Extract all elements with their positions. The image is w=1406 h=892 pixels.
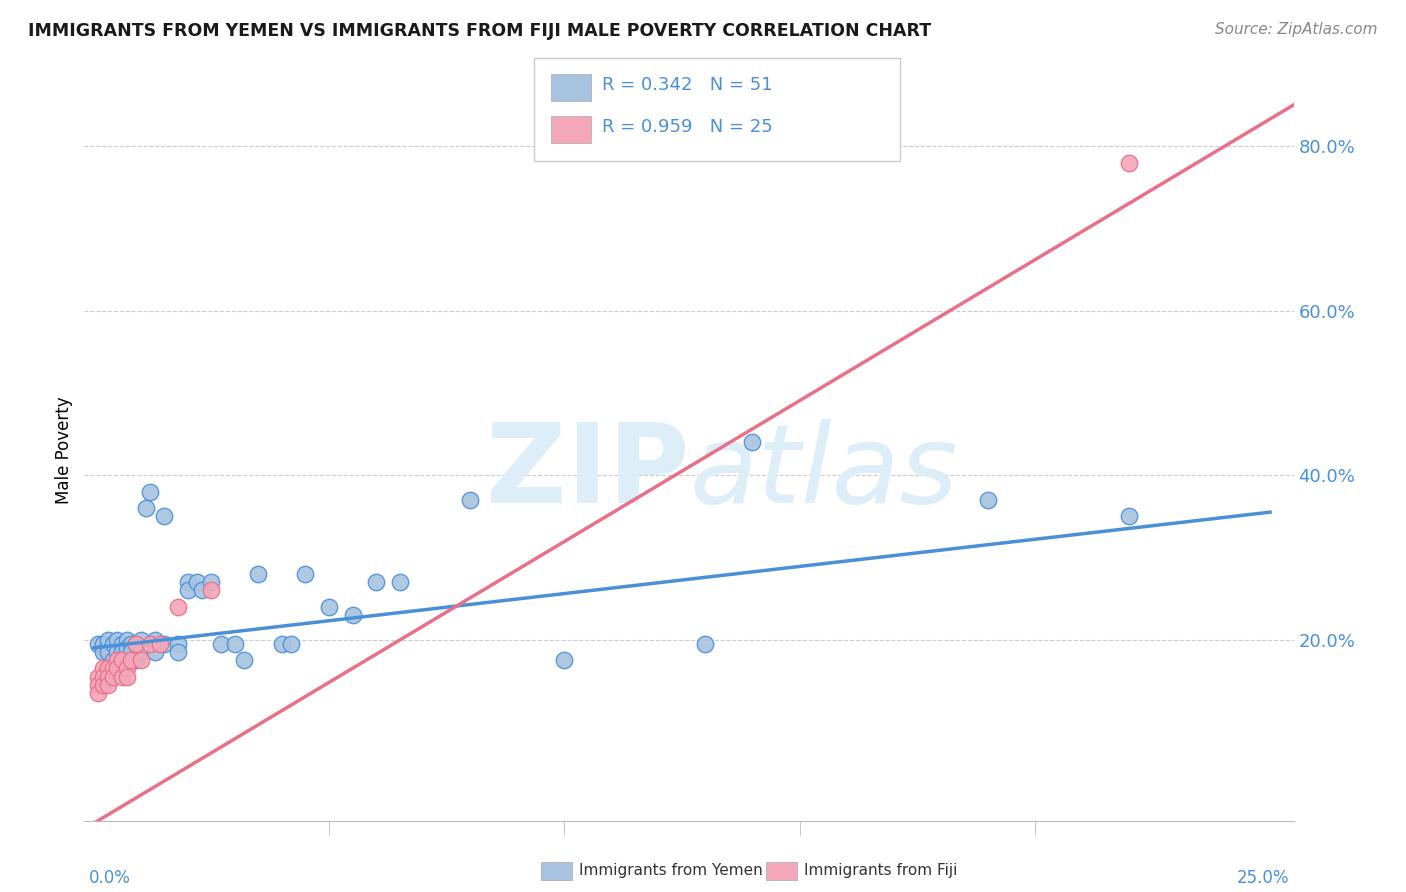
Point (976, 492, 998, 507)
Point (91, 678, 114, 692)
Text: Immigrants from Yemen: Immigrants from Yemen (579, 863, 763, 878)
Point (186, 575, 208, 590)
Point (115, 661, 138, 675)
Point (129, 645, 152, 659)
Point (458, 492, 481, 507)
Text: R = 0.959   N = 25: R = 0.959 N = 25 (602, 118, 772, 136)
Point (167, 599, 190, 614)
Point (135, 501, 157, 516)
Point (91, 670, 114, 684)
Point (115, 653, 138, 667)
Point (153, 509, 176, 524)
Point (91, 661, 114, 675)
Point (87, 678, 110, 692)
Point (388, 575, 411, 590)
Point (91, 645, 114, 659)
Point (280, 637, 302, 651)
Point (695, 637, 717, 651)
Point (143, 632, 166, 647)
Point (191, 583, 214, 598)
Point (111, 670, 134, 684)
Text: Immigrants from Fiji: Immigrants from Fiji (804, 863, 957, 878)
Point (149, 637, 172, 651)
Text: atlas: atlas (689, 419, 957, 526)
Point (209, 637, 232, 651)
Point (129, 632, 152, 647)
Point (97, 670, 120, 684)
Point (167, 637, 190, 651)
Point (105, 653, 128, 667)
Point (271, 637, 294, 651)
Point (97, 661, 120, 675)
Point (120, 645, 142, 659)
Point (101, 637, 124, 651)
Point (200, 575, 222, 590)
Point (224, 637, 246, 651)
Point (177, 575, 200, 590)
Point (101, 670, 124, 684)
Point (120, 653, 142, 667)
Point (143, 645, 166, 659)
Point (115, 640, 138, 655)
Point (233, 653, 256, 667)
Point (111, 645, 134, 659)
Point (97, 632, 120, 647)
Text: IMMIGRANTS FROM YEMEN VS IMMIGRANTS FROM FIJI MALE POVERTY CORRELATION CHART: IMMIGRANTS FROM YEMEN VS IMMIGRANTS FROM… (28, 22, 931, 40)
Point (111, 653, 134, 667)
Point (101, 661, 124, 675)
Point (91, 637, 114, 651)
Point (553, 653, 575, 667)
Point (1118, 509, 1140, 524)
Text: R = 0.342   N = 51: R = 0.342 N = 51 (602, 76, 772, 94)
Point (87, 670, 110, 684)
Point (120, 637, 142, 651)
Point (97, 645, 120, 659)
Point (177, 583, 200, 598)
Point (105, 661, 128, 675)
Point (342, 607, 364, 622)
Point (153, 637, 176, 651)
Point (741, 435, 763, 450)
Text: Source: ZipAtlas.com: Source: ZipAtlas.com (1215, 22, 1378, 37)
Point (105, 645, 128, 659)
Point (111, 637, 134, 651)
Point (167, 645, 190, 659)
Text: ZIP: ZIP (485, 419, 689, 526)
Point (247, 566, 270, 581)
Point (87, 686, 110, 700)
Point (318, 599, 340, 614)
Point (1118, 155, 1140, 169)
Point (129, 653, 152, 667)
Point (115, 632, 138, 647)
Point (294, 566, 316, 581)
Point (115, 670, 138, 684)
Point (364, 575, 387, 590)
Y-axis label: Male Poverty: Male Poverty (55, 397, 73, 504)
Point (139, 484, 162, 499)
Point (105, 661, 128, 675)
Point (125, 637, 148, 651)
Point (105, 632, 128, 647)
Point (200, 583, 222, 598)
Point (87, 637, 110, 651)
Point (125, 653, 148, 667)
Point (139, 637, 162, 651)
Point (125, 637, 148, 651)
Point (101, 653, 124, 667)
Point (97, 678, 120, 692)
Text: 25.0%: 25.0% (1236, 869, 1289, 887)
Text: 0.0%: 0.0% (89, 869, 131, 887)
